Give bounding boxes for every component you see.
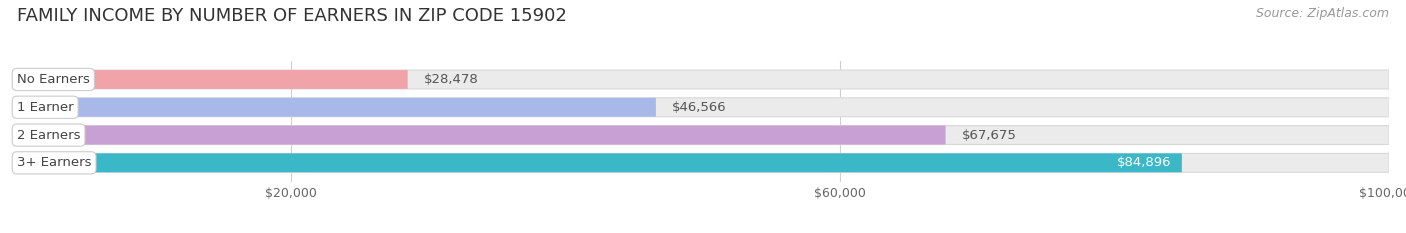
FancyBboxPatch shape: [17, 70, 1389, 89]
FancyBboxPatch shape: [17, 98, 1389, 117]
Text: $46,566: $46,566: [672, 101, 727, 114]
FancyBboxPatch shape: [17, 153, 1182, 172]
Text: $28,478: $28,478: [425, 73, 479, 86]
Text: 1 Earner: 1 Earner: [17, 101, 73, 114]
Text: 3+ Earners: 3+ Earners: [17, 156, 91, 169]
Text: No Earners: No Earners: [17, 73, 90, 86]
Text: Source: ZipAtlas.com: Source: ZipAtlas.com: [1256, 7, 1389, 20]
Text: 2 Earners: 2 Earners: [17, 129, 80, 142]
Text: $84,896: $84,896: [1116, 156, 1171, 169]
Text: $67,675: $67,675: [962, 129, 1017, 142]
FancyBboxPatch shape: [17, 126, 946, 144]
FancyBboxPatch shape: [17, 126, 1389, 144]
FancyBboxPatch shape: [17, 70, 408, 89]
Text: FAMILY INCOME BY NUMBER OF EARNERS IN ZIP CODE 15902: FAMILY INCOME BY NUMBER OF EARNERS IN ZI…: [17, 7, 567, 25]
FancyBboxPatch shape: [17, 98, 655, 117]
FancyBboxPatch shape: [17, 153, 1389, 172]
